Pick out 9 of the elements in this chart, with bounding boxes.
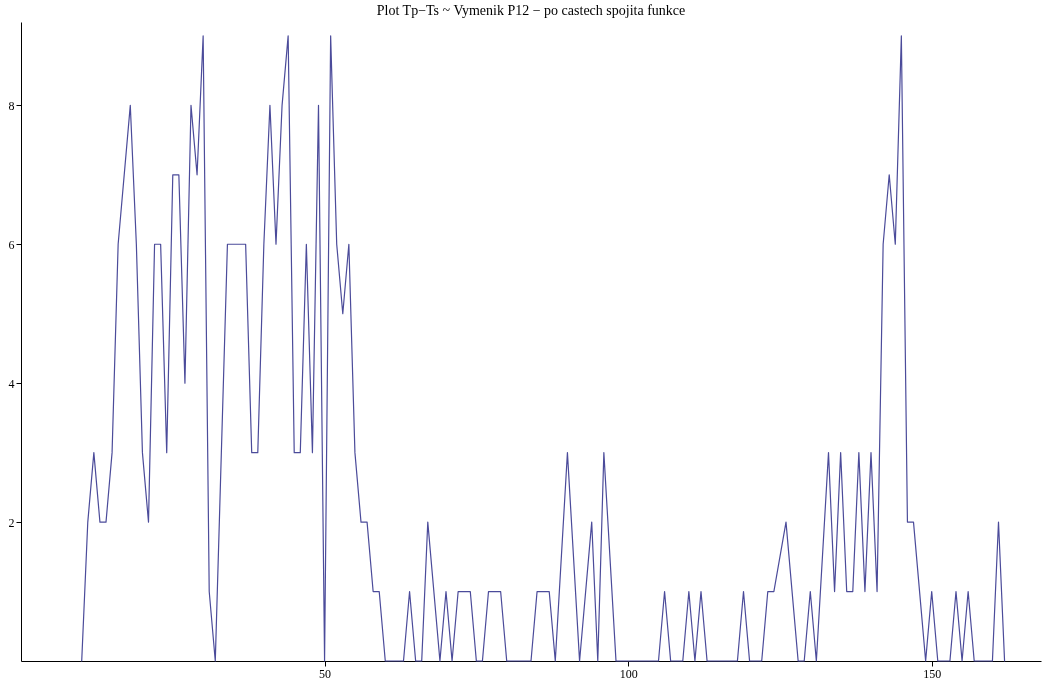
- x-tick-label: 150: [923, 666, 942, 681]
- y-tick-label: 6: [8, 237, 15, 252]
- line-series: [81, 35, 1006, 662]
- y-tick-label: 2: [8, 515, 15, 530]
- y-tick-label: 4: [8, 376, 15, 391]
- y-tick-label: 8: [8, 98, 15, 113]
- chart-title: Plot Tp−Ts ~ Vymenik P12 − po castech spojita funkce: [376, 3, 686, 18]
- x-tick-label: 100: [619, 666, 638, 681]
- x-tick-label: 50: [319, 666, 332, 681]
